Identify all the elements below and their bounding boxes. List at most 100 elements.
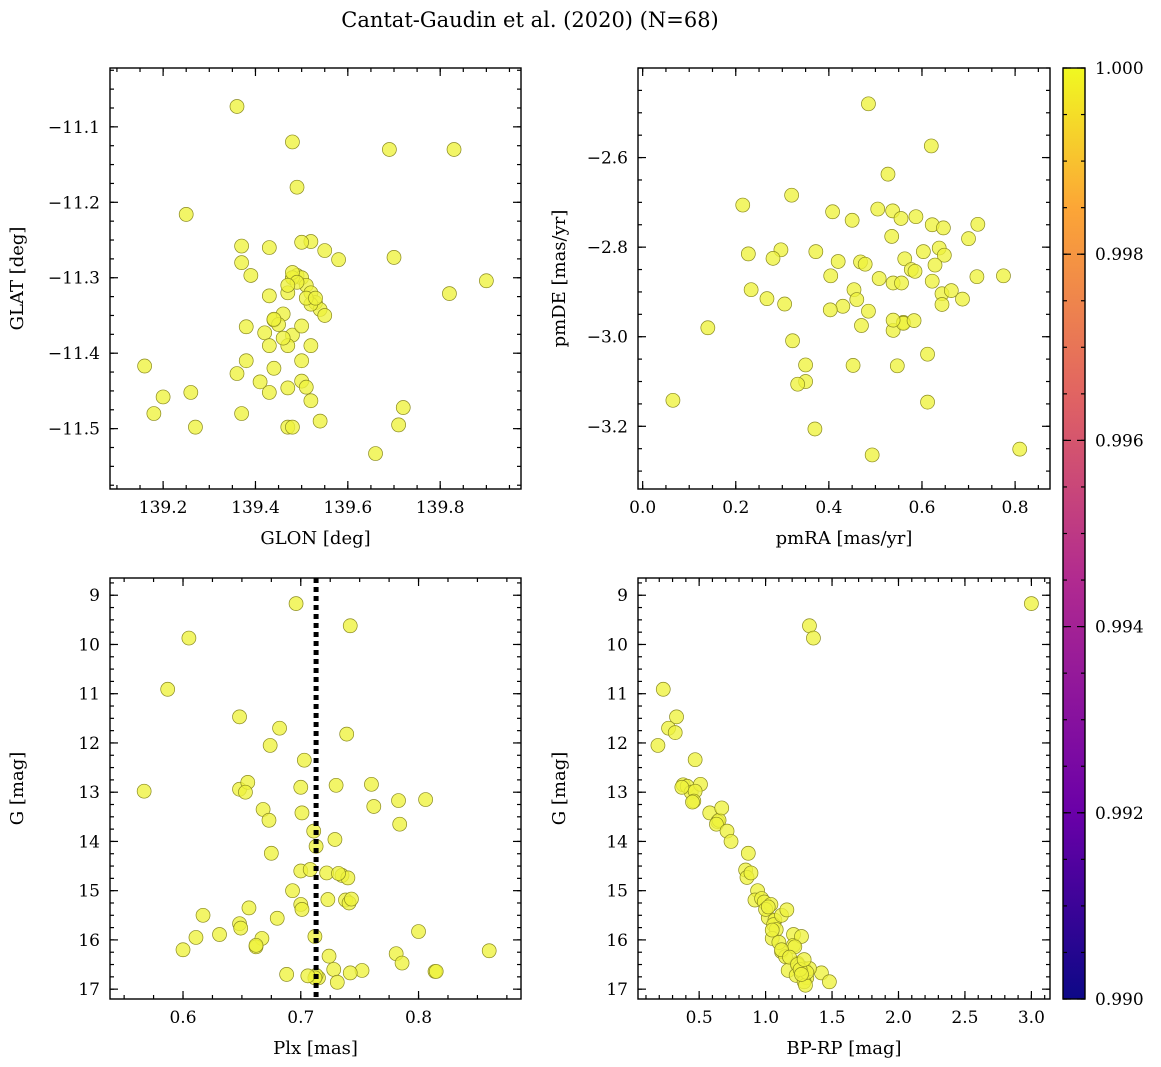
data-point (195, 907, 211, 923)
parallax-magnitude-panel: 0.6 0.7 0.8 9 10 11 12 13 14 15 16 17 Plx [mas] G [ma… (7, 577, 522, 1059)
data-point (861, 303, 876, 319)
axes-frame (637, 577, 1051, 1000)
data-point (262, 738, 278, 753)
data-point (655, 681, 671, 697)
data-point (266, 360, 282, 376)
data-point (479, 273, 494, 289)
data-point (760, 899, 776, 915)
data-point (970, 216, 986, 232)
data-point (687, 752, 703, 768)
data-point (446, 142, 462, 157)
x-tick-label: 139.6 (323, 498, 372, 518)
y-tick-label: 12 (606, 734, 628, 754)
colorbar-fill (1063, 68, 1085, 999)
data-point (266, 311, 282, 327)
x-tick-label: 0.7 (287, 1008, 314, 1028)
data-point (923, 138, 939, 154)
data-point (822, 302, 838, 318)
data-point (233, 920, 249, 936)
data-point (871, 271, 887, 286)
data-point (391, 793, 406, 808)
data-point (321, 948, 337, 964)
data-point (961, 231, 976, 246)
data-point (300, 968, 316, 984)
data-point (927, 257, 943, 273)
data-point (667, 725, 683, 740)
x-tick-label: 2.0 (885, 1008, 912, 1028)
data-point (889, 358, 905, 374)
data-point (175, 942, 191, 958)
data-point (1012, 441, 1028, 457)
data-point (908, 209, 924, 225)
data-point (160, 681, 176, 697)
data-point (794, 967, 809, 982)
data-point (289, 179, 305, 195)
data-point (844, 212, 860, 228)
color-magnitude-panel: 0.5 1.0 1.5 2.0 2.5 3.0 9 10 11 12 13 14 15 16 17 BP-RP… (549, 577, 1051, 1059)
scatter-points (665, 96, 1028, 463)
data-point (411, 924, 426, 939)
data-point (285, 134, 300, 150)
data-point (252, 374, 268, 390)
data-point (936, 247, 952, 263)
data-point (920, 346, 935, 362)
data-point (969, 269, 985, 285)
data-point (765, 250, 781, 266)
data-point (368, 446, 383, 461)
data-point (339, 726, 355, 742)
data-point (897, 251, 913, 267)
data-point (261, 812, 277, 828)
data-point (884, 229, 900, 244)
y-tick-label: 13 (606, 783, 628, 803)
x-tick-label: 2.5 (951, 1008, 978, 1028)
data-point (257, 325, 273, 341)
data-point (261, 240, 277, 255)
data-point (796, 952, 812, 967)
data-point (854, 318, 869, 333)
data-point (331, 866, 346, 881)
data-point (285, 419, 300, 435)
data-point (303, 338, 319, 353)
data-point (907, 263, 923, 279)
axes-frame (637, 67, 1051, 490)
colorbar: 0.990 0.992 0.994 0.996 0.998 1.000 (1062, 59, 1144, 1010)
data-point (759, 291, 775, 307)
colorbar-tick-label: 0.990 (1095, 990, 1144, 1010)
data-point (294, 805, 310, 821)
data-point (936, 220, 951, 236)
y-tick-label: 15 (606, 882, 628, 902)
data-point (137, 358, 152, 374)
y-tick-label: −11.4 (48, 344, 100, 364)
data-point (183, 385, 199, 400)
data-point (779, 902, 795, 918)
data-point (285, 883, 300, 899)
data-point (280, 277, 296, 293)
data-point (344, 891, 359, 907)
data-point (835, 298, 851, 314)
data-point (288, 596, 304, 611)
data-point (806, 630, 821, 646)
data-point (238, 353, 254, 369)
data-point (894, 275, 909, 291)
data-point (317, 308, 333, 323)
data-point (155, 389, 171, 405)
data-point (232, 709, 247, 725)
y-tick-label: −3.2 (587, 417, 628, 437)
data-point (700, 320, 716, 336)
data-point (136, 783, 152, 799)
data-point (294, 318, 309, 334)
data-point (238, 319, 254, 335)
data-point (229, 366, 245, 381)
data-point (857, 256, 873, 272)
y-axis-label: pmDE [mas/yr] (549, 210, 570, 348)
data-point (269, 910, 285, 926)
data-point (272, 720, 287, 736)
y-tick-label: 17 (78, 980, 100, 1000)
scatter-points (137, 99, 494, 461)
data-point (669, 709, 684, 725)
x-tick-label: 139.8 (416, 498, 465, 518)
scatter-points (650, 596, 1039, 993)
data-point (394, 955, 410, 971)
data-point (849, 292, 865, 307)
